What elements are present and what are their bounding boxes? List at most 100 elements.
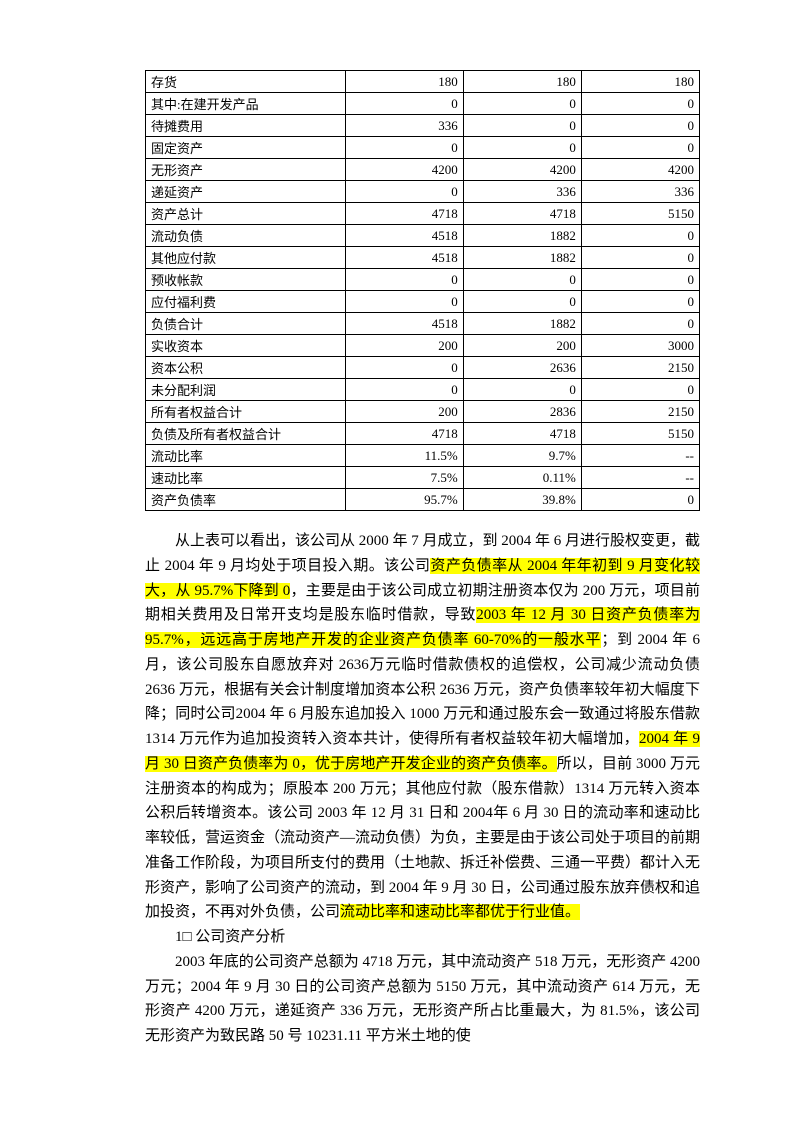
table-cell: 0: [345, 357, 463, 379]
table-cell: 4718: [345, 203, 463, 225]
table-cell: 180: [463, 71, 581, 93]
table-cell: 2836: [463, 401, 581, 423]
table-cell: 4200: [581, 159, 699, 181]
table-row: 资产总计471847185150: [146, 203, 700, 225]
table-cell: 无形资产: [146, 159, 346, 181]
table-cell: 1882: [463, 247, 581, 269]
section-heading: 1□ 公司资产分析: [145, 925, 700, 950]
table-row: 其中:在建开发产品000: [146, 93, 700, 115]
table-cell: 固定资产: [146, 137, 346, 159]
table-cell: 0: [345, 269, 463, 291]
table-cell: 2150: [581, 401, 699, 423]
table-row: 流动比率11.5%9.7%--: [146, 445, 700, 467]
table-row: 所有者权益合计20028362150: [146, 401, 700, 423]
table-cell: 预收帐款: [146, 269, 346, 291]
table-cell: 336: [581, 181, 699, 203]
text-segment: 所以，目前 3000 万元注册资本的构成为；原股本 200 万元；其他应付款（股…: [145, 756, 700, 921]
table-cell: --: [581, 445, 699, 467]
document-body: 从上表可以看出，该公司从 2000 年 7 月成立，到 2004 年 6 月进行…: [145, 529, 700, 1049]
table-cell: 0: [581, 137, 699, 159]
table-cell: 0: [581, 489, 699, 511]
table-cell: 0: [345, 181, 463, 203]
table-row: 待摊费用33600: [146, 115, 700, 137]
table-row: 实收资本2002003000: [146, 335, 700, 357]
table-cell: 0: [463, 137, 581, 159]
table-cell: 所有者权益合计: [146, 401, 346, 423]
table-row: 应付福利费000: [146, 291, 700, 313]
table-cell: 递延资产: [146, 181, 346, 203]
table-cell: 资本公积: [146, 357, 346, 379]
table-cell: 7.5%: [345, 467, 463, 489]
table-cell: 0: [463, 115, 581, 137]
table-cell: 应付福利费: [146, 291, 346, 313]
table-cell: 39.8%: [463, 489, 581, 511]
table-cell: 负债及所有者权益合计: [146, 423, 346, 445]
table-cell: 180: [581, 71, 699, 93]
table-row: 负债合计451818820: [146, 313, 700, 335]
highlight-liquidity: 流动比率和速动比率都优于行业值。: [340, 904, 580, 920]
table-cell: 4518: [345, 313, 463, 335]
table-cell: 资产负债率: [146, 489, 346, 511]
table-row: 存货180180180: [146, 71, 700, 93]
table-cell: 4200: [463, 159, 581, 181]
table-cell: 0: [345, 93, 463, 115]
table-cell: 0: [581, 291, 699, 313]
table-cell: 0: [581, 93, 699, 115]
table-cell: 4200: [345, 159, 463, 181]
table-row: 无形资产420042004200: [146, 159, 700, 181]
financial-table: 存货180180180其中:在建开发产品000待摊费用33600固定资产000无…: [145, 70, 700, 511]
table-cell: 200: [463, 335, 581, 357]
table-cell: 0: [581, 269, 699, 291]
table-row: 资本公积026362150: [146, 357, 700, 379]
table-cell: 未分配利润: [146, 379, 346, 401]
table-cell: 0: [581, 313, 699, 335]
table-cell: 存货: [146, 71, 346, 93]
table-row: 负债及所有者权益合计471847185150: [146, 423, 700, 445]
table-cell: 9.7%: [463, 445, 581, 467]
table-cell: 0: [463, 291, 581, 313]
table-cell: 2636: [463, 357, 581, 379]
table-cell: 95.7%: [345, 489, 463, 511]
table-cell: 0: [463, 93, 581, 115]
table-cell: 5150: [581, 423, 699, 445]
text-segment: ；到 2004 年 6 月，该公司股东自愿放弃对 2636万元临时借款债权的追偿…: [145, 632, 700, 747]
paragraph-assets: 2003 年底的公司资产总额为 4718 万元，其中流动资产 518 万元，无形…: [145, 950, 700, 1049]
table-cell: 4718: [345, 423, 463, 445]
table-row: 其他应付款451818820: [146, 247, 700, 269]
table-cell: 0: [581, 225, 699, 247]
table-row: 固定资产000: [146, 137, 700, 159]
table-cell: 0.11%: [463, 467, 581, 489]
table-cell: 其他应付款: [146, 247, 346, 269]
table-cell: 2150: [581, 357, 699, 379]
table-cell: 11.5%: [345, 445, 463, 467]
table-cell: 待摊费用: [146, 115, 346, 137]
table-cell: 资产总计: [146, 203, 346, 225]
table-cell: 5150: [581, 203, 699, 225]
table-row: 速动比率7.5%0.11%--: [146, 467, 700, 489]
table-cell: 0: [345, 137, 463, 159]
table-cell: 速动比率: [146, 467, 346, 489]
table-cell: 0: [463, 379, 581, 401]
table-cell: 336: [345, 115, 463, 137]
table-cell: 0: [345, 379, 463, 401]
table-cell: 实收资本: [146, 335, 346, 357]
table-cell: 1882: [463, 313, 581, 335]
table-cell: 0: [581, 115, 699, 137]
table-row: 流动负债451818820: [146, 225, 700, 247]
table-cell: 流动比率: [146, 445, 346, 467]
table-cell: 0: [581, 379, 699, 401]
table-cell: 0: [345, 291, 463, 313]
table-cell: 200: [345, 401, 463, 423]
table-cell: 4718: [463, 203, 581, 225]
table-row: 预收帐款000: [146, 269, 700, 291]
table-row: 资产负债率95.7%39.8%0: [146, 489, 700, 511]
table-cell: 其中:在建开发产品: [146, 93, 346, 115]
table-cell: 4518: [345, 225, 463, 247]
table-cell: 0: [581, 247, 699, 269]
table-row: 未分配利润000: [146, 379, 700, 401]
table-cell: 336: [463, 181, 581, 203]
table-cell: 180: [345, 71, 463, 93]
table-cell: 4518: [345, 247, 463, 269]
table-cell: 200: [345, 335, 463, 357]
table-cell: 负债合计: [146, 313, 346, 335]
